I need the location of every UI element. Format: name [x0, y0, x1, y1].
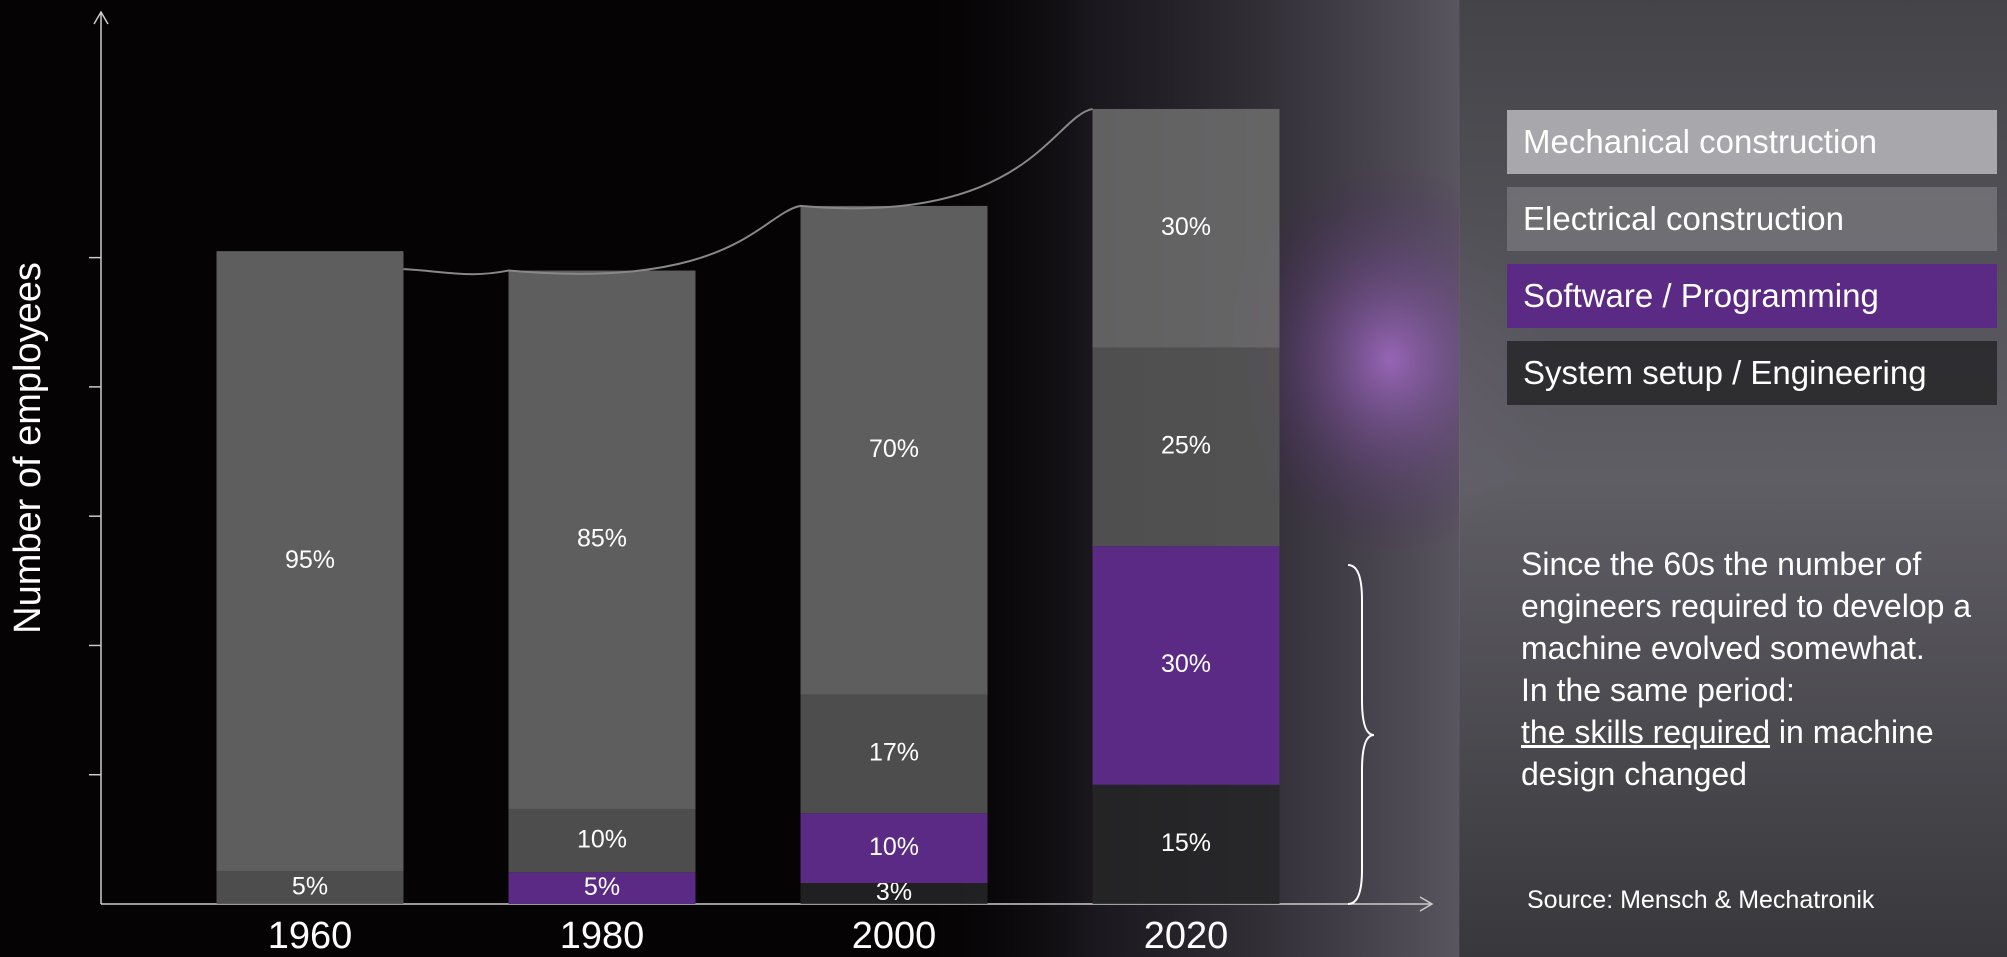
x-tick-label: 2000	[852, 915, 937, 957]
value-label: 10%	[869, 833, 919, 861]
value-label: 85%	[577, 524, 627, 552]
value-label: 5%	[292, 872, 328, 900]
bar-segment	[1092, 108, 1280, 348]
x-axis-arrow	[1419, 896, 1434, 912]
bar-segment	[1092, 784, 1280, 904]
legend-entry: Electrical construction	[1507, 187, 1997, 251]
annotation-line: Since the 60s the number of engineers re…	[1521, 546, 1972, 666]
bar-segment	[216, 251, 404, 872]
bar-segment	[800, 883, 988, 904]
bar-segment	[800, 813, 988, 884]
annotation-line: in machine design changed	[1521, 714, 1934, 792]
value-label: 10%	[577, 825, 627, 853]
value-label: 95%	[285, 546, 335, 574]
bar-segment	[1092, 546, 1280, 785]
total-trend-line	[403, 107, 1093, 276]
y-axis-arrow	[93, 10, 109, 25]
x-tick-label: 2020	[1144, 915, 1229, 957]
bar-segment	[800, 205, 988, 695]
y-axis-label: Number of employees	[7, 262, 49, 634]
x-tick-label: 1960	[268, 915, 353, 957]
value-label: 17%	[869, 739, 919, 767]
annotation: Since the 60s the number of engineers re…	[1521, 543, 2001, 795]
bar-segment	[800, 694, 988, 814]
bar-segment	[216, 871, 404, 904]
source: Source: Mensch & Mechatronik	[1527, 886, 1875, 914]
bar-segment	[508, 872, 696, 904]
plot: 5%95%19605%10%85%19803%10%17%70%200015%3…	[89, 10, 1434, 957]
value-label: 70%	[869, 435, 919, 463]
legend-entry: Mechanical construction	[1507, 110, 1997, 174]
legend-entry: Software / Programming	[1507, 264, 1997, 328]
annotation-line: In the same period:	[1521, 672, 1795, 708]
bar-segment	[508, 808, 696, 873]
annotation-emphasis: the skills required	[1521, 714, 1770, 750]
bar-segment	[1092, 347, 1280, 547]
value-label: 30%	[1161, 650, 1211, 678]
bar-segment	[508, 270, 696, 809]
value-label: 30%	[1161, 213, 1211, 241]
value-label: 25%	[1161, 431, 1211, 459]
x-tick-label: 1980	[560, 915, 645, 957]
value-label: 15%	[1161, 829, 1211, 857]
brace	[1347, 564, 1375, 905]
value-label: 5%	[584, 873, 620, 901]
legend-entry: System setup / Engineering	[1507, 341, 1997, 405]
